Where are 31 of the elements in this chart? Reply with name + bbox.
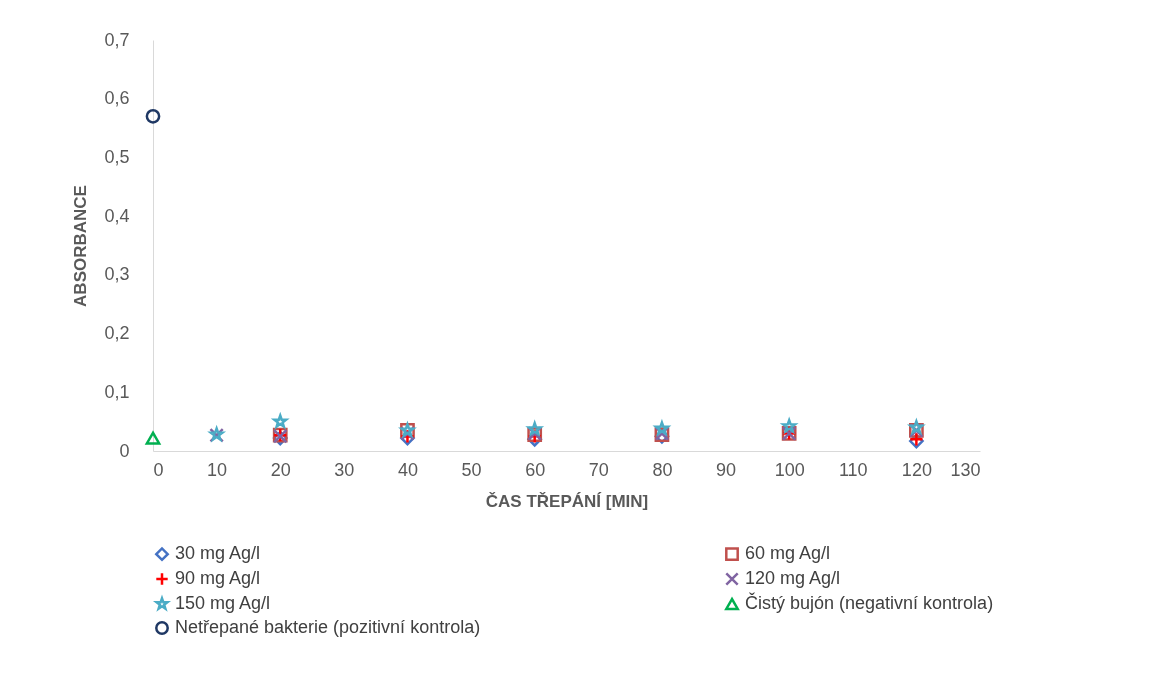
legend-label: 90 mg Ag/l — [175, 568, 261, 588]
x-tick-label: 30 — [334, 459, 355, 480]
y-tick-label: 0,2 — [104, 323, 130, 344]
legend-label: 150 mg Ag/l — [175, 593, 271, 613]
x-tick-label: 0 — [153, 459, 164, 480]
y-axis-title: ABSORBANCE — [71, 185, 91, 307]
x-tick-label: 120 — [901, 459, 932, 480]
x-axis-title: ČAS TŘEPÁNÍ [MIN] — [485, 491, 649, 511]
y-tick-label: 0,3 — [104, 264, 130, 285]
x-tick-label: 130 — [950, 459, 981, 480]
y-tick-label: 0,7 — [104, 29, 130, 50]
legend-label: 30 mg Ag/l — [175, 543, 261, 564]
x-tick-label: 90 — [716, 459, 737, 480]
x-tick-label: 80 — [652, 459, 673, 480]
x-tick-label: 40 — [397, 459, 418, 480]
y-tick-label: 0,4 — [104, 205, 130, 226]
x-tick-label: 50 — [461, 459, 482, 480]
x-tick-label: 60 — [525, 459, 546, 480]
legend-label: 120 mg Ag/l — [745, 568, 841, 588]
y-tick-label: 0,6 — [104, 88, 130, 109]
x-tick-label: 70 — [588, 459, 609, 480]
y-tick-label: 0,1 — [104, 381, 130, 402]
x-tick-label: 20 — [270, 459, 291, 480]
x-tick-label: 10 — [207, 459, 228, 480]
x-tick-label: 100 — [774, 459, 805, 480]
legend-label: 60 mg Ag/l — [745, 543, 831, 564]
legend-label: Netřepané bakterie (pozitivní kontrola) — [175, 617, 481, 637]
y-tick-label: 0,5 — [104, 146, 130, 167]
legend-label: Čistý bujón (negativní kontrola) — [745, 592, 994, 613]
y-tick-label: 0 — [119, 440, 130, 461]
x-tick-label: 110 — [838, 459, 868, 480]
